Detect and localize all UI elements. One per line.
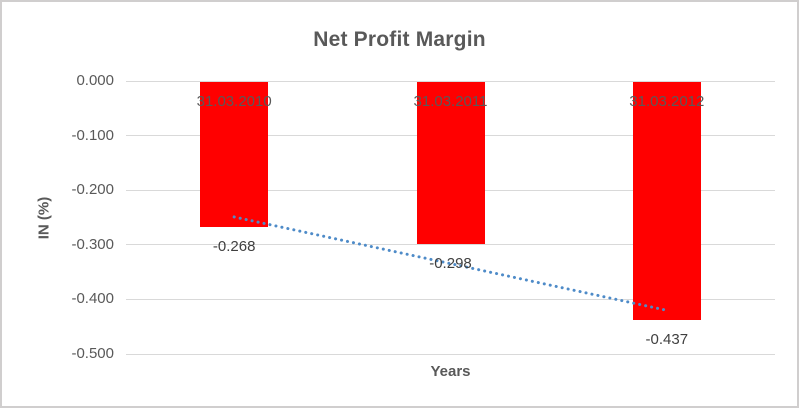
y-axis-title: IN (%)	[35, 196, 53, 240]
category-label: 31.03.2012	[629, 93, 705, 110]
data-label: -0.437	[645, 330, 689, 348]
data-label: -0.298	[429, 254, 472, 272]
x-axis-title: Years	[430, 363, 471, 380]
category-label: 31.03.2010	[196, 93, 272, 110]
data-label: -0.268	[212, 238, 256, 256]
y-tick-label: -0.500	[71, 345, 114, 362]
y-tick-label: -0.200	[71, 181, 114, 199]
gridline	[126, 80, 775, 82]
bar	[200, 82, 269, 228]
y-tick-label: -0.300	[71, 235, 114, 253]
category-label: 31.03.2011	[413, 93, 488, 110]
chart-title: Net Profit Margin	[313, 28, 486, 51]
y-tick-label: -0.100	[71, 126, 114, 144]
y-tick-label: -0.400	[71, 290, 114, 308]
bar	[632, 82, 701, 320]
gridline	[126, 353, 775, 355]
y-tick-label: 0.000	[76, 72, 114, 89]
